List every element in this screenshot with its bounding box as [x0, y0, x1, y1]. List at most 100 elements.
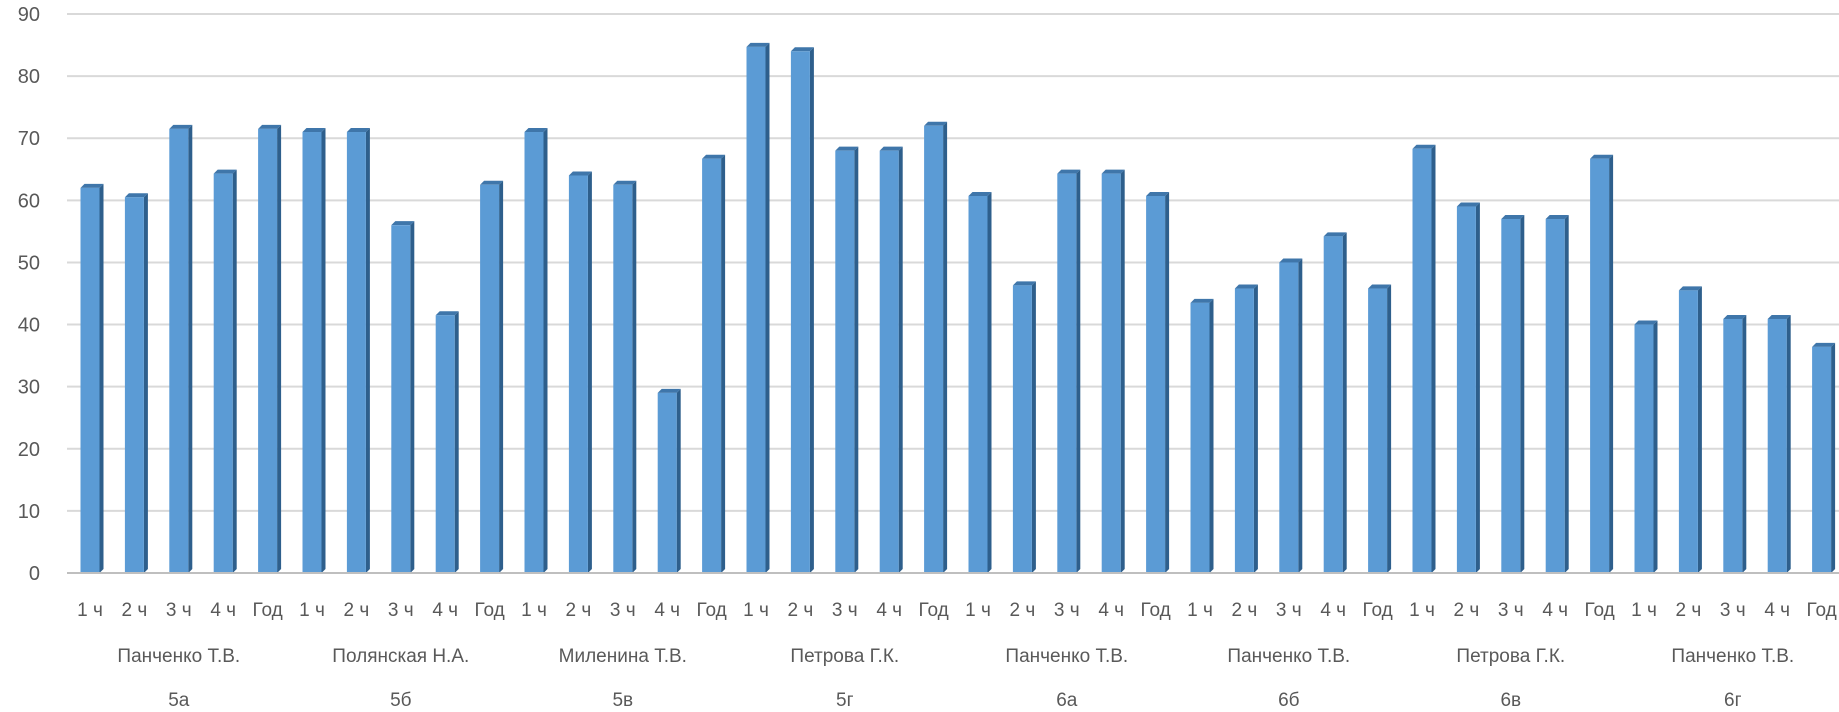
group-class-label: 5в	[612, 690, 633, 711]
x-tick-label: 4 ч	[876, 600, 902, 621]
bar	[1812, 342, 1836, 573]
bar-top	[702, 154, 726, 159]
x-tick-label: 4 ч	[1542, 600, 1568, 621]
bar-side	[765, 42, 770, 574]
bar-top	[1501, 214, 1525, 219]
x-tick-label: 2 ч	[1010, 600, 1036, 621]
bar-front	[1412, 148, 1432, 573]
y-tick-label: 50	[18, 252, 40, 274]
y-tick-label: 0	[29, 563, 40, 585]
x-tick-label: 3 ч	[1054, 600, 1080, 621]
bar-side	[410, 221, 415, 573]
x-tick-label: 4 ч	[1764, 600, 1790, 621]
bar-side	[143, 193, 148, 573]
x-tick-label: Год	[1362, 600, 1392, 621]
x-tick-label: 1 ч	[299, 600, 325, 621]
group-class-label: 6г	[1724, 690, 1742, 711]
bar-top	[391, 221, 415, 226]
x-tick-label: 4 ч	[1098, 600, 1124, 621]
bar	[80, 183, 104, 573]
bar-front	[1279, 262, 1299, 573]
bar-front	[1368, 288, 1388, 573]
bar	[1279, 258, 1303, 573]
bar-front	[1190, 302, 1210, 573]
bar-side	[809, 47, 814, 574]
bar-side	[632, 180, 637, 574]
group-teacher-label: Миленина Т.В.	[559, 646, 687, 667]
x-tick-label: 2 ч	[1454, 600, 1480, 621]
x-tick-label: 1 ч	[1409, 600, 1435, 621]
bar-top	[790, 47, 814, 52]
bar-side	[1475, 202, 1480, 574]
bar-side	[1697, 286, 1702, 573]
bar	[1412, 144, 1436, 573]
bar	[568, 171, 592, 573]
bar-front	[879, 150, 899, 573]
x-tick-label: 1 ч	[77, 600, 103, 621]
bar-side	[676, 388, 681, 573]
bar-front	[657, 392, 677, 573]
x-tick-label: Год	[918, 600, 948, 621]
bar	[924, 121, 948, 574]
bar-front	[391, 225, 411, 573]
bar-top	[924, 121, 948, 126]
bar-front	[1012, 285, 1032, 573]
group-class-label: 5б	[390, 690, 412, 711]
bar-side	[1387, 284, 1392, 573]
bar	[480, 180, 504, 574]
bar	[1634, 320, 1658, 573]
group-class-label: 6б	[1278, 690, 1300, 711]
x-tick-label: 1 ч	[1187, 600, 1213, 621]
bar	[524, 128, 548, 573]
bar	[1678, 286, 1702, 573]
bar	[790, 47, 814, 574]
bar-front	[968, 195, 988, 574]
bar-side	[1120, 169, 1125, 573]
bar-top	[1678, 286, 1702, 291]
x-tick-label: Год	[252, 600, 282, 621]
bar-top	[169, 124, 193, 129]
bar-top	[657, 388, 681, 393]
bar-top	[1634, 320, 1658, 325]
bar-top	[1590, 154, 1614, 159]
bar-top	[1279, 258, 1303, 263]
group-teacher-label: Петрова Г.К.	[790, 646, 899, 667]
bar-side	[1742, 314, 1747, 573]
x-tick-label: Год	[1584, 600, 1614, 621]
x-tick-label: 3 ч	[1498, 600, 1524, 621]
bar-side	[365, 128, 370, 573]
bar-top	[1812, 342, 1836, 347]
bar-front	[524, 132, 544, 573]
bar-side	[1786, 314, 1791, 573]
bar-front	[613, 184, 633, 574]
x-tick-label: 4 ч	[210, 600, 236, 621]
bar-front	[924, 125, 944, 574]
bar-side	[721, 154, 726, 574]
group-teacher-label: Панченко Т.В.	[1227, 646, 1350, 667]
bar-front	[1767, 318, 1787, 573]
x-tick-label: 2 ч	[122, 600, 148, 621]
bar	[835, 146, 859, 573]
x-tick-label: 1 ч	[965, 600, 991, 621]
bar-side	[1564, 214, 1569, 573]
bar-top	[524, 128, 548, 133]
bar	[1723, 314, 1747, 573]
group-teacher-label: Петрова Г.К.	[1456, 646, 1565, 667]
x-tick-label: 4 ч	[432, 600, 458, 621]
y-tick-label: 60	[18, 190, 40, 212]
bar-top	[1323, 232, 1347, 237]
bar	[1456, 202, 1480, 574]
bar	[1190, 298, 1214, 573]
group-teacher-label: Полянская Н.А.	[332, 646, 469, 667]
y-tick-label: 40	[18, 315, 40, 337]
bar-side	[1165, 191, 1170, 574]
x-tick-label: 2 ч	[788, 600, 814, 621]
bar-top	[1190, 298, 1214, 303]
x-tick-label: 1 ч	[521, 600, 547, 621]
bar	[879, 146, 903, 573]
bar-top	[124, 193, 148, 198]
bar-top	[1456, 202, 1480, 207]
bar	[746, 42, 770, 574]
bar-top	[568, 171, 592, 176]
